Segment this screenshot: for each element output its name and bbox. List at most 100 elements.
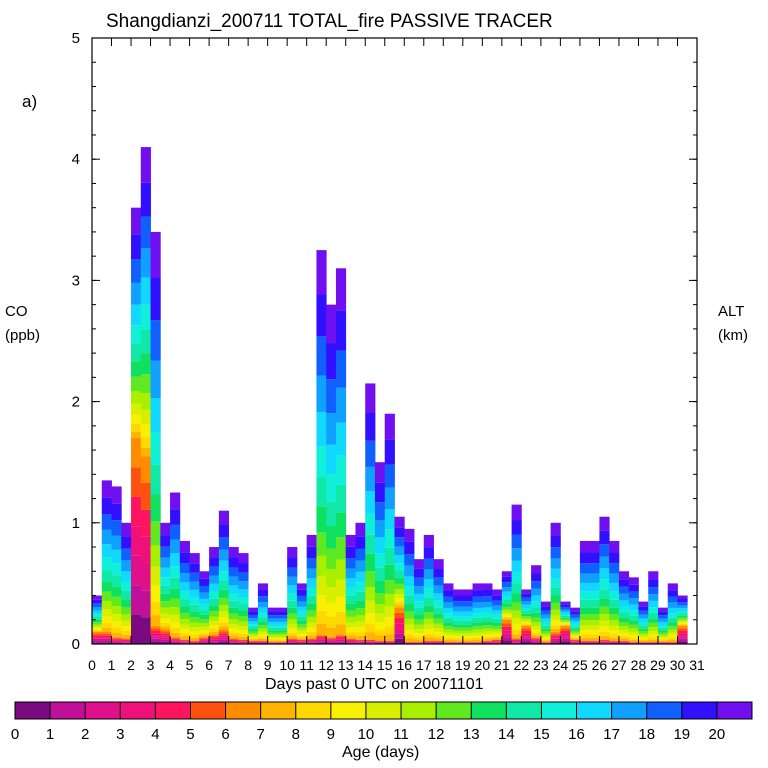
age-band-3-day-15.5: [394, 623, 405, 629]
age-band-19-day-18.5: [453, 595, 464, 602]
age-band-11-day-7.5: [238, 621, 249, 627]
age-band-14-day-9.5: [277, 627, 288, 631]
age-band-12-day-21.5: [511, 602, 522, 611]
age-band-13-day-24: [560, 617, 571, 620]
age-band-4-day-4.5: [179, 640, 190, 642]
age-band-8-day-29: [657, 639, 669, 641]
age-band-15-day-26.5: [609, 591, 620, 600]
age-band-16-day-5: [189, 589, 200, 598]
age-band-18-day-8.5: [257, 596, 269, 602]
age-band-6-day-15.5: [394, 607, 405, 613]
age-band-10-day-17: [423, 624, 434, 630]
age-band-6-day-20: [482, 640, 493, 641]
age-band-17-day-23.5: [550, 558, 561, 569]
x-tick-label: 2: [127, 657, 135, 673]
colorbar-tick-label: 9: [327, 726, 335, 743]
age-band-15-day-30: [677, 610, 688, 614]
age-band-19-day-2.5: [140, 182, 151, 217]
age-band-15-day-18.5: [453, 616, 464, 621]
age-band-14-day-6: [209, 598, 220, 606]
age-band-8-day-6.5: [218, 622, 230, 627]
age-band-8-day-19: [462, 638, 473, 641]
age-band-13-day-0: [92, 619, 103, 623]
age-band-1-day-12: [326, 641, 337, 643]
age-band-9-day-29.5: [667, 635, 678, 639]
age-band-1-day-10.5: [296, 642, 308, 644]
age-band-20-day-19: [462, 589, 473, 596]
age-band-7-day-12.5: [335, 624, 347, 635]
age-band-1-day-8: [248, 642, 259, 644]
age-band-5-day-12: [326, 637, 337, 639]
age-band-17-day-10: [287, 576, 298, 586]
age-band-17-day-21.5: [511, 548, 522, 561]
y-tick-label: 3: [72, 272, 80, 289]
age-band-2-day-26.5: [609, 642, 620, 643]
age-band-9-day-25.5: [589, 630, 600, 635]
age-band-16-day-16: [404, 576, 415, 587]
age-band-19-day-2: [131, 234, 142, 260]
age-band-15-day-13: [345, 587, 356, 596]
age-band-6-day-12.5: [335, 634, 347, 636]
age-band-6-day-13.5: [355, 639, 366, 640]
age-band-19-day-10.5: [296, 589, 308, 596]
age-band-13-day-8: [248, 629, 259, 632]
age-band-7-day-29.5: [667, 639, 678, 642]
age-band-16-day-15: [384, 509, 395, 530]
age-band-15-day-23.5: [550, 578, 561, 588]
age-band-9-day-3: [150, 585, 161, 602]
age-band-8-day-26.5: [609, 634, 620, 638]
age-band-20-day-22: [521, 589, 532, 594]
colorbar-swatch-17: [611, 702, 648, 719]
age-band-12-day-10: [287, 613, 298, 620]
age-band-4-day-13.5: [355, 640, 366, 642]
age-band-20-day-17: [423, 534, 434, 548]
age-band-8-day-8: [248, 638, 259, 640]
age-band-18-day-0.5: [101, 514, 112, 530]
age-band-20-day-16: [404, 528, 415, 542]
age-band-10-day-29.5: [667, 632, 678, 636]
x-tick-label: 5: [186, 657, 194, 673]
age-band-1-day-14: [365, 642, 376, 644]
age-band-11-day-9: [267, 634, 278, 637]
age-band-5-day-22.5: [531, 637, 542, 639]
age-band-15-day-14.5: [374, 553, 386, 568]
age-band-0-day-2.5: [140, 617, 151, 644]
age-band-15-day-1: [111, 563, 122, 576]
age-band-19-day-16: [404, 541, 415, 555]
age-band-2-day-8.5: [257, 642, 269, 643]
age-band-18-day-8: [248, 614, 259, 619]
age-band-19-day-8.5: [257, 589, 269, 597]
age-band-4-day-11.5: [316, 637, 327, 639]
age-band-11-day-17.5: [433, 623, 444, 629]
age-band-3-day-11: [306, 640, 317, 642]
age-band-16-day-11.5: [316, 412, 327, 447]
age-band-17-day-21: [501, 587, 512, 592]
age-band-6-day-6.5: [218, 629, 230, 632]
age-band-11-day-5.5: [199, 623, 210, 627]
age-band-9-day-0: [92, 628, 103, 630]
age-band-9-day-1.5: [121, 626, 132, 631]
age-band-17-day-2: [131, 282, 142, 305]
age-band-12-day-20: [482, 625, 493, 629]
colorbar-label: Age (days): [342, 744, 420, 761]
age-band-17-day-25: [579, 573, 591, 583]
age-band-18-day-9: [267, 615, 278, 619]
age-band-6-day-15: [384, 640, 395, 641]
age-band-14-day-15.5: [394, 570, 405, 578]
age-band-12-day-5.5: [199, 619, 210, 624]
age-band-10-day-10.5: [296, 630, 308, 634]
age-band-12-day-19.5: [472, 626, 483, 630]
age-band-15-day-27: [618, 606, 630, 613]
age-band-16-day-10.5: [296, 606, 308, 612]
age-band-14-day-13: [345, 595, 356, 604]
age-band-5-day-7.5: [238, 639, 249, 641]
age-band-16-day-26.5: [609, 582, 620, 592]
age-band-8-day-22: [521, 623, 532, 625]
age-band-20-day-8: [248, 607, 259, 612]
age-band-15-day-5: [189, 597, 200, 605]
age-band-9-day-10.5: [296, 633, 308, 636]
age-band-19-day-0: [92, 599, 103, 604]
age-band-9-day-27: [618, 633, 630, 637]
age-band-18-day-11.5: [316, 336, 327, 376]
